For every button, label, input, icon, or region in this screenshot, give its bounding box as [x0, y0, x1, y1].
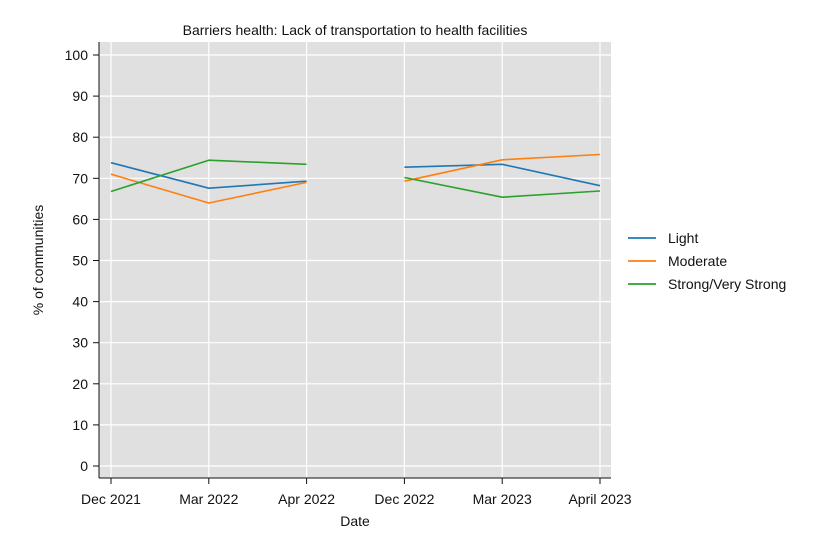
x-tick-label: Dec 2021	[81, 491, 141, 507]
x-tick-label: April 2023	[568, 491, 631, 507]
y-tick-label: 40	[72, 294, 88, 310]
y-tick-label: 100	[65, 47, 89, 63]
series-line-3	[404, 176, 601, 198]
series-line-1	[404, 163, 601, 187]
y-tick-label: 50	[72, 253, 88, 269]
x-tick-label: Apr 2022	[278, 491, 335, 507]
x-tick-label: Mar 2023	[473, 491, 532, 507]
axes: 0 10 20 30 40 50 60 70 80 90 100 Dec 2021 Mar 2022 Ap…	[65, 42, 632, 507]
series-lines	[110, 153, 601, 204]
legend-label: Moderate	[668, 253, 727, 269]
x-tick-label: Mar 2022	[179, 491, 238, 507]
legend-label: Light	[668, 230, 698, 246]
legend-label: Strong/Very Strong	[668, 276, 786, 292]
legend: Light Moderate Strong/Very Strong	[628, 230, 786, 292]
chart-title: Barriers health: Lack of transportation …	[183, 22, 528, 38]
series-line-3	[110, 159, 307, 193]
y-tick-label: 20	[72, 376, 88, 392]
y-tick-label: 30	[72, 335, 88, 351]
y-tick-label: 70	[72, 170, 88, 186]
series-line-1	[110, 161, 307, 189]
y-tick-label: 60	[72, 211, 88, 227]
y-tick-label: 10	[72, 417, 88, 433]
y-axis-title: % of communities	[30, 205, 46, 315]
y-tick-label: 0	[80, 458, 88, 474]
series-line-2	[110, 173, 307, 204]
x-axis-title: Date	[340, 513, 370, 529]
x-tick-label: Dec 2022	[374, 491, 434, 507]
y-tick-label: 80	[72, 129, 88, 145]
gridlines	[99, 42, 611, 478]
y-tick-label: 90	[72, 88, 88, 104]
series-line-2	[404, 153, 601, 182]
